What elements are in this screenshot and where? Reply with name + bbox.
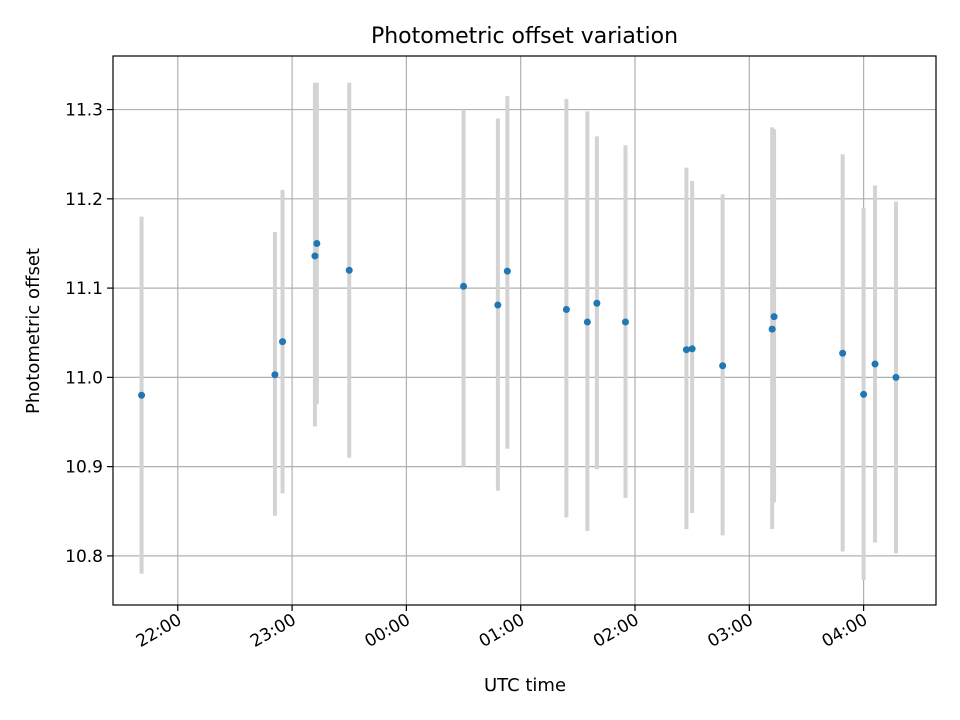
data-point <box>460 282 468 290</box>
data-point <box>892 373 900 381</box>
x-tick-label: 04:00 <box>819 610 871 652</box>
data-point <box>621 318 629 326</box>
x-tick-label: 02:00 <box>590 610 642 652</box>
data-point <box>138 391 146 399</box>
data-point <box>860 390 868 398</box>
data-point <box>313 239 321 247</box>
data-point <box>279 338 287 346</box>
data-point <box>839 349 847 357</box>
data-point <box>583 318 591 326</box>
x-tick-label: 23:00 <box>247 610 299 652</box>
y-tick-label: 11.0 <box>65 368 103 388</box>
plot-frame <box>112 55 937 606</box>
data-point <box>494 301 502 309</box>
data-point <box>871 360 879 368</box>
data-point <box>768 325 776 333</box>
y-tick-label: 11.3 <box>65 101 103 121</box>
data-point <box>311 252 319 260</box>
data-point <box>688 345 696 353</box>
y-tick-label: 11.1 <box>65 279 103 299</box>
data-point <box>719 362 727 370</box>
y-tick-label: 10.8 <box>65 547 103 567</box>
y-axis-label: Photometric offset <box>23 248 44 414</box>
data-point <box>345 266 353 274</box>
data-point <box>770 313 778 321</box>
error-bars <box>139 82 898 581</box>
chart-title: Photometric offset variation <box>371 24 678 49</box>
data-point <box>682 346 690 354</box>
x-axis-label: UTC time <box>484 675 566 696</box>
data-point <box>593 299 601 307</box>
data-points <box>138 239 900 399</box>
x-tick-label: 22:00 <box>133 610 185 652</box>
data-point <box>271 371 279 379</box>
x-tick-label: 03:00 <box>704 610 756 652</box>
x-tick-label: 00:00 <box>361 610 413 652</box>
grid <box>113 56 936 605</box>
y-tick-label: 10.9 <box>65 458 103 478</box>
data-point <box>562 306 570 314</box>
x-tick-label: 01:00 <box>476 610 528 652</box>
ticks: 22:00 23:00 00:00 01:00 02:00 03:00 04:00 10.8 1… <box>65 101 871 652</box>
y-tick-label: 11.2 <box>65 190 103 210</box>
data-point <box>503 267 511 275</box>
